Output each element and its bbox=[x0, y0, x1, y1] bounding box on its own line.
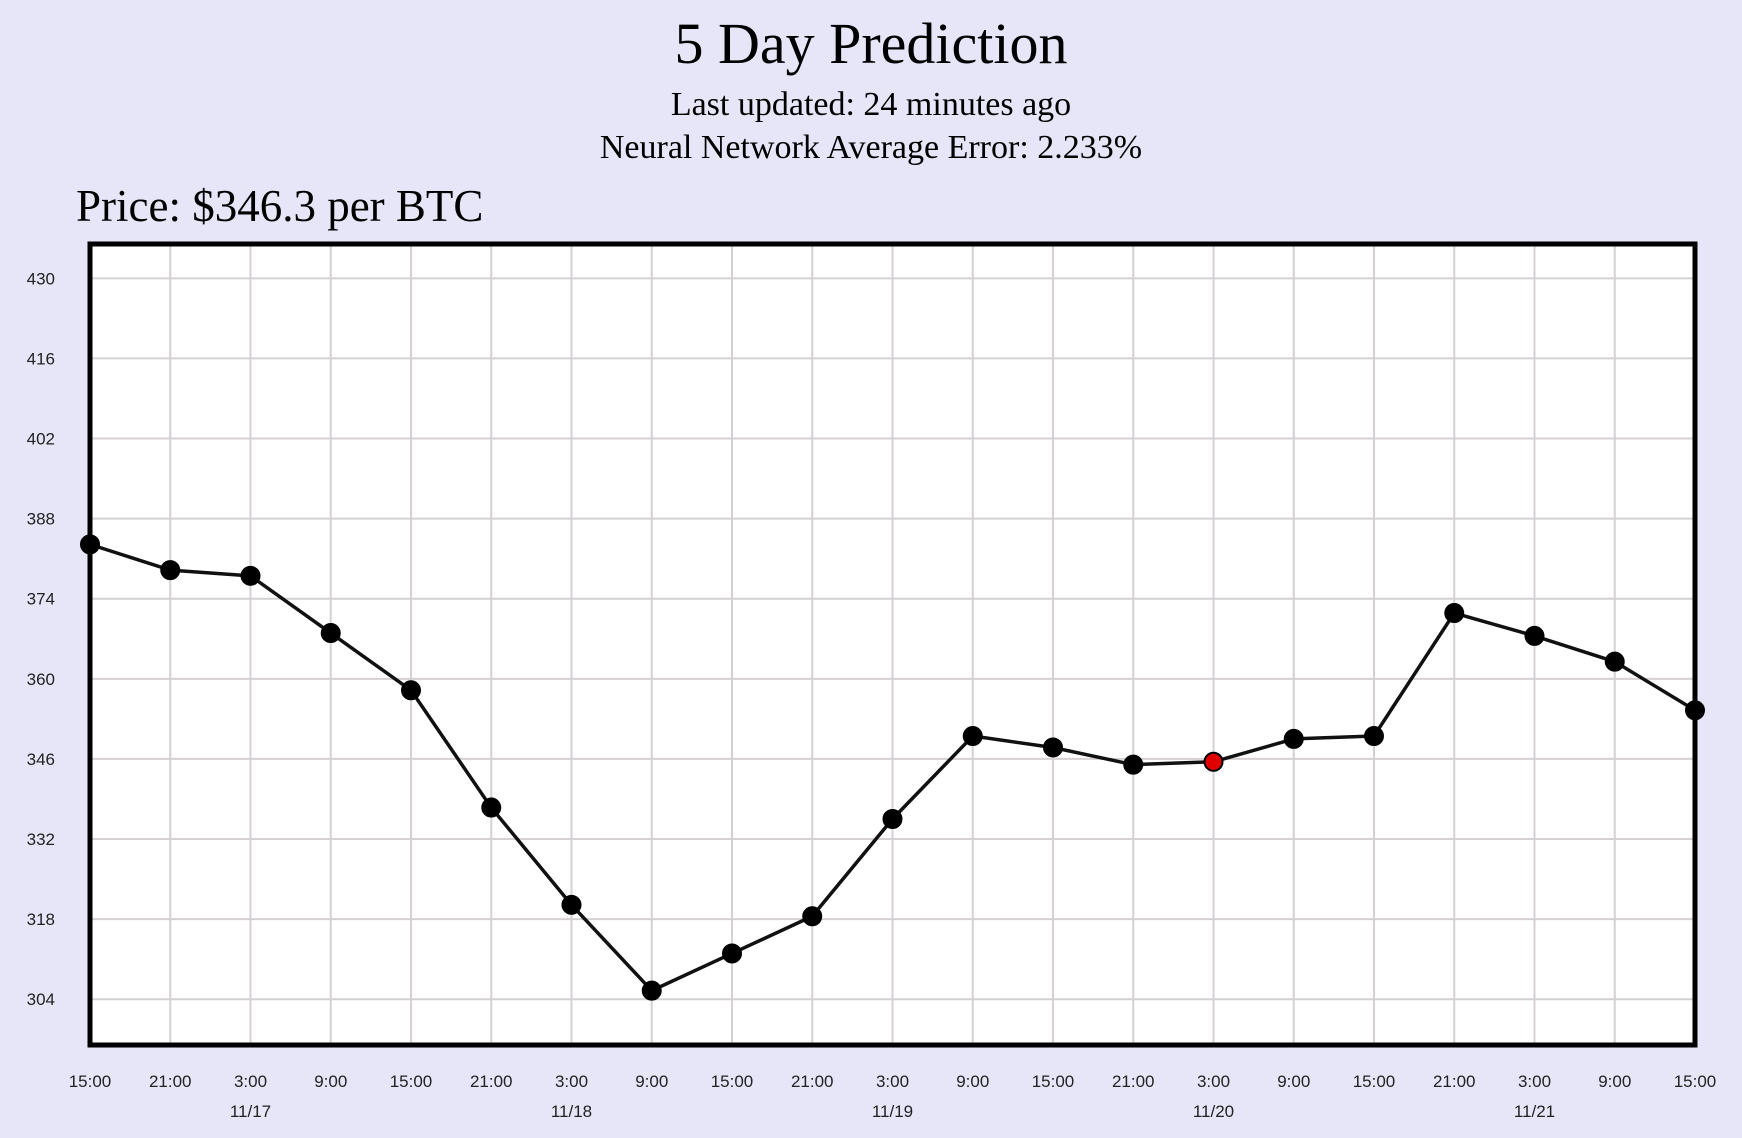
y-tick-label: 402 bbox=[27, 430, 55, 449]
last-updated-text: Last updated: 24 minutes ago bbox=[670, 86, 1072, 123]
data-point bbox=[481, 797, 502, 818]
data-point bbox=[401, 680, 421, 701]
x-tick-label: 15:00 bbox=[1353, 1072, 1396, 1091]
data-point bbox=[561, 894, 582, 915]
y-tick-label: 430 bbox=[27, 269, 55, 288]
x-tick-date-label: 11/20 bbox=[1193, 1102, 1234, 1121]
y-tick-label: 374 bbox=[27, 590, 55, 609]
x-tick-date-label: 11/19 bbox=[872, 1102, 913, 1121]
data-point bbox=[962, 726, 983, 747]
y-axis-ticks: 304 318 332 346 360 374 388 402 416 430 bbox=[27, 269, 55, 1009]
series-points bbox=[80, 534, 1705, 1001]
x-tick-date-label: 11/17 bbox=[230, 1102, 271, 1121]
data-point bbox=[641, 980, 662, 1001]
data-point bbox=[1444, 603, 1465, 624]
y-tick-label: 346 bbox=[27, 750, 55, 769]
page-title: 5 Day Prediction bbox=[674, 11, 1068, 76]
data-point bbox=[160, 560, 181, 581]
data-point bbox=[802, 906, 823, 927]
x-tick-label: 3:00 bbox=[1518, 1072, 1551, 1091]
x-tick-label: 9:00 bbox=[314, 1072, 347, 1091]
x-tick-date-label: 11/21 bbox=[1514, 1102, 1555, 1121]
x-tick-label: 15:00 bbox=[69, 1072, 112, 1091]
data-point bbox=[320, 623, 341, 644]
x-tick-label: 9:00 bbox=[635, 1072, 668, 1091]
x-tick-label: 21:00 bbox=[791, 1072, 834, 1091]
x-tick-label: 9:00 bbox=[1277, 1072, 1310, 1091]
data-point bbox=[1043, 737, 1063, 758]
y-tick-label: 416 bbox=[27, 349, 55, 368]
x-axis-ticks: 15:00 21:00 3:00 11/17 9:00 15:00 21:00 3:00 11/… bbox=[69, 1072, 1717, 1121]
y-tick-label: 388 bbox=[27, 510, 55, 529]
x-tick-label: 15:00 bbox=[711, 1072, 754, 1091]
average-error-text: Neural Network Average Error: 2.233% bbox=[599, 129, 1143, 166]
x-tick-date-label: 11/18 bbox=[551, 1102, 592, 1121]
x-tick-label: 3:00 bbox=[234, 1072, 267, 1091]
data-point bbox=[722, 943, 742, 964]
x-tick-label: 15:00 bbox=[390, 1072, 433, 1091]
grid bbox=[90, 244, 1695, 1045]
x-tick-label: 15:00 bbox=[1674, 1072, 1717, 1091]
x-tick-label: 9:00 bbox=[1598, 1072, 1631, 1091]
data-point bbox=[1283, 728, 1304, 749]
x-tick-label: 9:00 bbox=[956, 1072, 989, 1091]
x-tick-label: 21:00 bbox=[1112, 1072, 1155, 1091]
data-point bbox=[1524, 625, 1545, 646]
price-label: Price: $346.3 per BTC bbox=[76, 181, 484, 231]
data-point bbox=[240, 565, 261, 586]
x-tick-label: 15:00 bbox=[1032, 1072, 1075, 1091]
x-tick-label: 3:00 bbox=[876, 1072, 909, 1091]
x-tick-label: 3:00 bbox=[555, 1072, 588, 1091]
y-tick-label: 360 bbox=[27, 670, 55, 689]
y-tick-label: 318 bbox=[27, 910, 55, 929]
x-tick-label: 21:00 bbox=[470, 1072, 513, 1091]
price-line-chart: 304 318 332 346 360 374 388 402 416 430 15:00 21:0… bbox=[27, 241, 1717, 1121]
x-tick-label: 21:00 bbox=[1433, 1072, 1476, 1091]
x-tick-label: 3:00 bbox=[1197, 1072, 1230, 1091]
y-tick-label: 304 bbox=[27, 990, 55, 1009]
current-price-point bbox=[1203, 751, 1224, 772]
data-point bbox=[1123, 754, 1144, 775]
data-point bbox=[1604, 651, 1625, 672]
plot-frame bbox=[87, 241, 1698, 1048]
x-tick-label: 21:00 bbox=[149, 1072, 192, 1091]
data-point bbox=[1364, 726, 1384, 747]
data-point bbox=[882, 809, 903, 830]
y-tick-label: 332 bbox=[27, 830, 55, 849]
